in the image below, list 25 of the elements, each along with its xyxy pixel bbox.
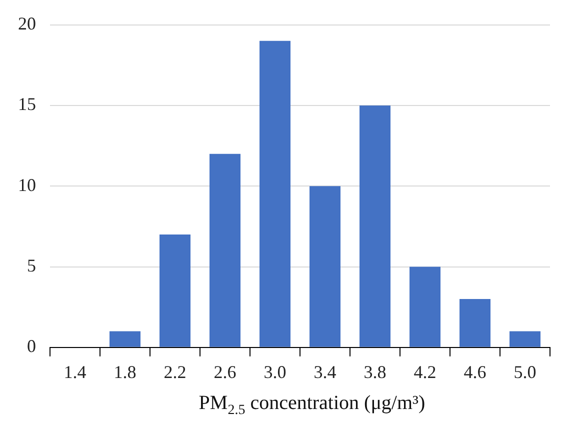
y-tick-label: 15 bbox=[18, 94, 36, 114]
bar bbox=[260, 40, 290, 347]
x-tick-label: 3.0 bbox=[264, 362, 286, 382]
x-tick-label: 4.6 bbox=[464, 362, 486, 382]
y-tick-label: 10 bbox=[18, 174, 36, 195]
bar bbox=[510, 331, 540, 347]
bar bbox=[360, 105, 390, 347]
x-tick-label: 2.2 bbox=[164, 362, 186, 382]
bar bbox=[210, 154, 240, 347]
x-tick-label: 1.4 bbox=[64, 362, 86, 382]
x-tick-label: 5.0 bbox=[514, 362, 536, 382]
y-tick-label: 20 bbox=[18, 14, 36, 34]
y-tick-label: 0 bbox=[27, 336, 36, 356]
y-tick-label: 5 bbox=[27, 255, 36, 276]
x-tick-label: 4.2 bbox=[414, 362, 436, 382]
bar bbox=[410, 266, 440, 347]
x-axis-title: PM$_{2.5}$ concentration (μg/m³) bbox=[198, 392, 426, 419]
x-tick-label: 3.8 bbox=[364, 362, 386, 382]
x-tick-label: 2.6 bbox=[214, 362, 236, 382]
x-tick-label: 3.4 bbox=[314, 362, 336, 382]
bar bbox=[310, 186, 340, 347]
bar bbox=[110, 331, 140, 347]
bar bbox=[460, 299, 490, 347]
x-tick-label: 1.8 bbox=[114, 362, 136, 382]
bar bbox=[160, 234, 190, 347]
